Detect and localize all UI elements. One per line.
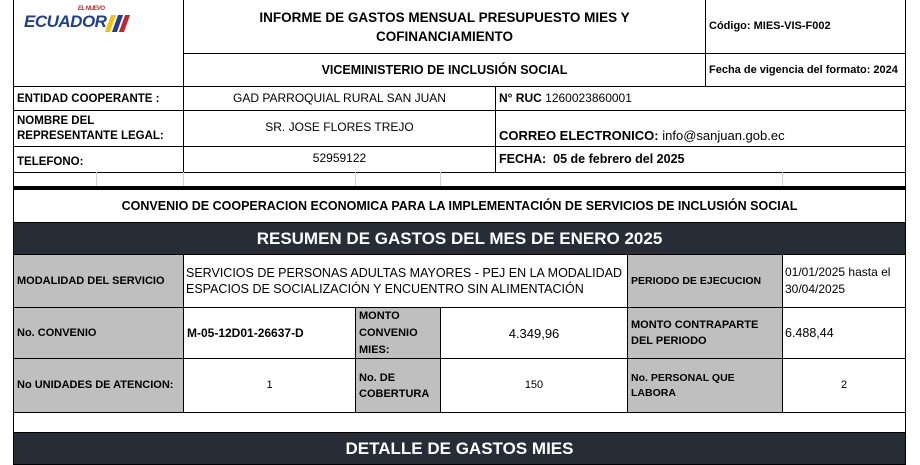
contraparte-label: MONTO CONTRAPARTE DEL PERIODO [627,307,783,359]
email-value: info@sanjuan.gob.ec [662,128,785,143]
convenio-number-value: M-05-12D01-26637-D [183,307,356,359]
date-label: FECHA: [499,152,547,166]
summary-title: RESUMEN DE GASTOS DEL MES DE ENERO 2025 [13,222,906,255]
form-validity: Fecha de vigencia del formato: 2024 [705,53,906,87]
modalidad-value: SERVICIOS DE PERSONAS ADULTAS MAYORES - … [183,254,628,308]
logo-cell [13,0,184,86]
report-title: INFORME DE GASTOS MENSUAL PRESUPUESTO MI… [183,0,706,54]
monto-value: 4.349,96 [440,307,628,359]
periodo-label: PERIODO DE EJECUCION [627,254,783,308]
email-label: CORREO ELECTRONICO: [499,128,659,143]
representative-label: NOMBRE DEL REPRESENTANTE LEGAL: [13,110,184,147]
phone-value: 52959122 [183,146,496,173]
phone-label: TELEFONO: [13,146,184,173]
unidades-value: 1 [183,358,356,413]
unidades-label: No UNIDADES DE ATENCION: [13,358,184,413]
detail-title: DETALLE DE GASTOS MIES [13,432,906,465]
email-field: CORREO ELECTRONICO: info@sanjuan.gob.ec [495,110,906,147]
spacer-row [13,412,906,433]
date-value: 05 de febrero del 2025 [553,152,685,166]
periodo-value: 01/01/2025 hasta el 30/04/2025 [782,254,906,308]
report-subtitle: VICEMINISTERIO DE INCLUSIÓN SOCIAL [183,53,706,87]
divider [13,186,906,189]
personal-value: 2 [782,358,906,413]
cobertura-value: 150 [440,358,628,413]
convenio-title: CONVENIO DE COOPERACION ECONOMICA PARA L… [13,189,906,223]
entity-value: GAD PARROQUIAL RURAL SAN JUAN [183,86,496,111]
entity-label: ENTIDAD COOPERANTE : [13,86,184,111]
ruc-label: N° RUC [499,91,542,105]
ecuador-logo: EL NUEVO ECUADOR [24,6,131,32]
convenio-number-label: No. CONVENIO [13,307,184,359]
personal-label: No. PERSONAL QUE LABORA [627,358,783,413]
modalidad-label: MODALIDAD DEL SERVICIO [13,254,184,308]
monto-label: MONTO CONVENIO MIES: [355,307,441,359]
date-field: FECHA: 05 de febrero del 2025 [495,146,906,173]
contraparte-value: 6.488,44 [782,307,906,359]
cobertura-label: No. DE COBERTURA [355,358,441,413]
ruc-field: N° RUC 1260023860001 [495,86,906,111]
ruc-value: 1260023860001 [545,91,632,105]
form-code: Código: MIES-VIS-F002 [705,0,906,54]
representative-value: SR. JOSE FLORES TREJO [183,110,496,147]
